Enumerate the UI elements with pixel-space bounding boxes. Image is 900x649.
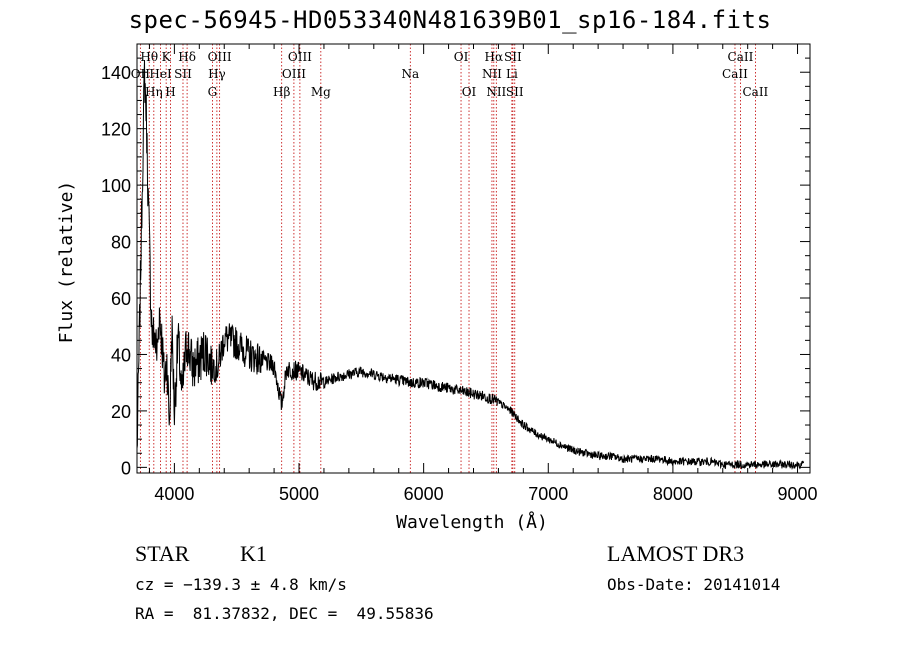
chart-title: spec-56945-HD053340N481639B01_sp16-184.f… [128, 6, 772, 34]
y-tick-label-3: 60 [111, 289, 131, 309]
line-label-17: OI [462, 85, 477, 99]
redshift-velocity: cz = −139.3 ± 4.8 km/s [135, 575, 347, 594]
line-label-1: OII [131, 67, 151, 81]
y-axis-label: Flux (relative) [56, 181, 77, 344]
x-tick-label-0: 4000 [154, 484, 194, 504]
line-label-14: Mg [311, 85, 331, 99]
line-label-10: G [208, 85, 218, 99]
line-label-23: SII [506, 85, 524, 99]
line-label-24: CaII [728, 50, 754, 64]
survey-name: LAMOST DR3 [607, 541, 745, 566]
line-label-18: Hα [485, 50, 504, 64]
y-tick-label-1: 20 [111, 402, 131, 422]
line-label-2: HeI [149, 67, 172, 81]
x-tick-label-5: 9000 [778, 484, 818, 504]
line-label-3: Hη [145, 85, 163, 99]
observation-date: Obs-Date: 20141014 [607, 575, 781, 594]
y-tick-label-0: 0 [121, 458, 131, 478]
x-tick-label-1: 5000 [279, 484, 319, 504]
line-label-25: CaII [722, 67, 748, 81]
object-subclass: K1 [240, 541, 267, 566]
spectrum-series-line [136, 59, 805, 470]
line-label-0: Hθ [140, 50, 158, 64]
y-tick-label-4: 80 [111, 233, 131, 253]
ra-dec-coordinates: RA = 81.37832, DEC = 49.55836 [135, 604, 434, 623]
x-tick-label-4: 8000 [653, 484, 693, 504]
line-label-9: Hγ [208, 67, 226, 81]
line-label-4: K [162, 50, 172, 64]
line-label-21: SII [504, 50, 522, 64]
line-label-13: Hβ [273, 85, 290, 99]
y-tick-label-5: 100 [101, 176, 131, 196]
y-tick-label-7: 140 [101, 63, 131, 83]
x-tick-label-3: 7000 [528, 484, 568, 504]
line-label-16: OI [454, 50, 469, 64]
object-class: STAR [135, 541, 190, 566]
y-tick-label-6: 120 [101, 120, 131, 140]
plot-frame [136, 43, 811, 474]
x-tick-label-2: 6000 [404, 484, 444, 504]
x-axis-label: Wavelength (Å) [396, 511, 548, 533]
line-label-19: NII [482, 67, 502, 81]
line-label-8: OIII [208, 50, 232, 64]
line-label-15: Na [401, 67, 419, 81]
line-label-20: NII [486, 85, 506, 99]
line-label-22: Li [506, 67, 518, 81]
y-axis: 0 20 40 60 80 100 120 140 [101, 57, 810, 478]
y-tick-label-2: 40 [111, 345, 131, 365]
emission-lines [139, 44, 756, 473]
line-label-7: Hδ [178, 50, 196, 64]
line-label-11: OIII [288, 50, 312, 64]
line-label-6: H [165, 85, 175, 99]
line-label-5: SII [174, 67, 192, 81]
line-label-26: CaII [742, 85, 768, 99]
line-label-12: OIII [282, 67, 306, 81]
x-axis: 4000 5000 6000 7000 8000 9000 [148, 44, 818, 504]
